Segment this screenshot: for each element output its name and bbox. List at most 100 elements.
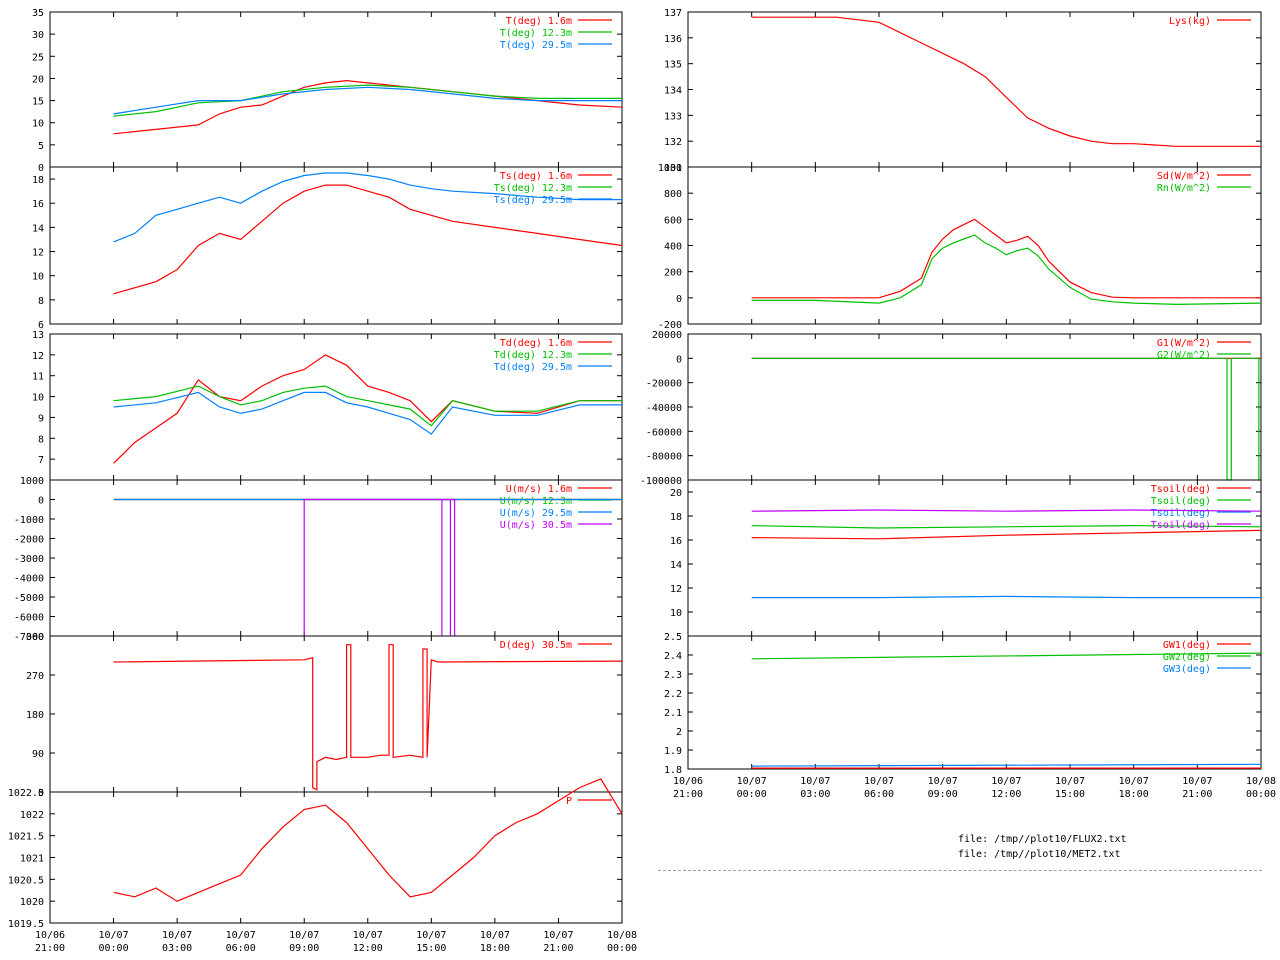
x-tick-date: 10/07 xyxy=(226,930,256,941)
x-tick-time: 12:00 xyxy=(353,943,383,954)
footer-divider xyxy=(658,870,1262,871)
x-tick-time: 21:00 xyxy=(673,789,703,800)
y-tick-label: 0 xyxy=(38,496,44,507)
legend-label: D(deg) 30.5m xyxy=(500,640,572,651)
y-tick-label: 10 xyxy=(32,119,44,130)
x-tick-date: 10/07 xyxy=(991,776,1021,787)
series-line-Ts-0 xyxy=(113,184,623,295)
legend-label: Ts(deg) 12.3m xyxy=(494,183,572,194)
y-tick-label: -4000 xyxy=(14,574,44,585)
y-tick-label: 9 xyxy=(38,413,44,424)
x-tick-time: 00:00 xyxy=(1246,789,1276,800)
y-tick-label: 16 xyxy=(670,536,682,547)
plot-frame-GW xyxy=(687,635,1262,770)
x-tick-date: 10/07 xyxy=(480,930,510,941)
series-line-Sd-0 xyxy=(751,218,1261,299)
x-tick-time: 06:00 xyxy=(226,943,256,954)
x-tick-date: 10/06 xyxy=(673,776,703,787)
series-line-Td-2 xyxy=(113,391,622,435)
y-tick-label: 400 xyxy=(664,242,682,253)
x-tick-time: 03:00 xyxy=(800,789,830,800)
y-tick-label: 0 xyxy=(38,163,44,174)
x-tick-time: 09:00 xyxy=(289,943,319,954)
y-tick-label: 0 xyxy=(38,788,44,799)
y-tick-label: -80000 xyxy=(646,452,682,463)
legend-label: T(deg) 29.5m xyxy=(500,40,572,51)
y-tick-label: 18 xyxy=(32,175,44,186)
x-tick-date: 10/07 xyxy=(289,930,319,941)
y-tick-label: 131 xyxy=(664,163,682,174)
y-tick-label: 14 xyxy=(32,223,44,234)
y-tick-label: -6000 xyxy=(14,613,44,624)
y-tick-label: 6 xyxy=(38,320,44,331)
y-tick-label: 1000 xyxy=(658,163,682,174)
legend-label: U(m/s) 12.3m xyxy=(500,496,572,507)
y-tick-label: 360 xyxy=(26,632,44,643)
y-tick-label: 10 xyxy=(670,608,682,619)
legend-label: U(m/s) 30.5m xyxy=(500,520,572,531)
y-tick-label: 1019.5 xyxy=(8,919,44,930)
y-tick-label: 7 xyxy=(38,455,44,466)
legend-label: Rn(W/m^2) xyxy=(1157,183,1211,194)
x-tick-date: 10/07 xyxy=(1182,776,1212,787)
footer-file-flux: file: /tmp//plot10/FLUX2.txt xyxy=(958,834,1127,845)
legend-label: Tsoil(deg) xyxy=(1151,496,1211,507)
series-line-D-0 xyxy=(113,644,623,791)
x-tick-time: 15:00 xyxy=(1055,789,1085,800)
x-tick-date: 10/07 xyxy=(737,776,767,787)
y-tick-label: 1.8 xyxy=(664,765,682,776)
series-line-Lys-0 xyxy=(751,16,1261,147)
series-line-GW-1 xyxy=(751,652,1262,660)
legend-label: Td(deg) 1.6m xyxy=(500,338,572,349)
y-tick-label: 0 xyxy=(676,354,682,365)
y-tick-label: 2.3 xyxy=(664,670,682,681)
y-tick-label: -20000 xyxy=(646,379,682,390)
plot-frame-Lys xyxy=(687,11,1262,168)
y-tick-label: 800 xyxy=(664,189,682,200)
y-tick-label: 90 xyxy=(32,749,44,760)
y-tick-label: 200 xyxy=(664,268,682,279)
y-tick-label: -1000 xyxy=(14,515,44,526)
x-tick-date: 10/07 xyxy=(416,930,446,941)
series-line-G-1 xyxy=(751,357,1261,481)
y-tick-label: 2 xyxy=(676,727,682,738)
plot-frame-P xyxy=(49,791,623,924)
y-tick-label: 12 xyxy=(32,248,44,259)
y-tick-label: 132 xyxy=(664,137,682,148)
x-tick-time: 06:00 xyxy=(864,789,894,800)
y-tick-label: 20000 xyxy=(652,330,682,341)
x-tick-date: 10/07 xyxy=(864,776,894,787)
y-tick-label: 1020 xyxy=(20,897,44,908)
series-line-Tsoil-3 xyxy=(751,509,1262,512)
y-tick-label: 5 xyxy=(38,141,44,152)
y-tick-label: 20 xyxy=(670,488,682,499)
x-tick-date: 10/07 xyxy=(353,930,383,941)
y-tick-label: 2.4 xyxy=(664,651,682,662)
x-tick-time: 12:00 xyxy=(991,789,1021,800)
series-line-Tsoil-1 xyxy=(751,524,1262,529)
y-tick-label: 0 xyxy=(676,294,682,305)
x-tick-date: 10/07 xyxy=(928,776,958,787)
legend-label: GW3(deg) xyxy=(1163,664,1211,675)
y-tick-label: -3000 xyxy=(14,554,44,565)
legend-label: Td(deg) 29.5m xyxy=(494,362,572,373)
y-tick-label: 1021.5 xyxy=(8,832,44,843)
y-tick-label: 10 xyxy=(32,393,44,404)
y-tick-label: 30 xyxy=(32,30,44,41)
x-tick-time: 00:00 xyxy=(737,789,767,800)
y-tick-label: -5000 xyxy=(14,593,44,604)
series-line-T-2 xyxy=(113,86,622,115)
y-tick-label: 8 xyxy=(38,296,44,307)
x-tick-time: 21:00 xyxy=(1182,789,1212,800)
series-line-T-1 xyxy=(113,84,622,117)
y-tick-label: 8 xyxy=(38,434,44,445)
y-tick-label: -40000 xyxy=(646,403,682,414)
x-tick-date: 10/07 xyxy=(1119,776,1149,787)
series-line-Sd-1 xyxy=(751,234,1262,306)
x-tick-time: 18:00 xyxy=(480,943,510,954)
series-line-T-0 xyxy=(113,79,623,135)
y-tick-label: 14 xyxy=(670,560,682,571)
y-tick-label: 1000 xyxy=(20,476,44,487)
legend-label: G2(W/m^2) xyxy=(1157,350,1211,361)
y-tick-label: 35 xyxy=(32,8,44,19)
